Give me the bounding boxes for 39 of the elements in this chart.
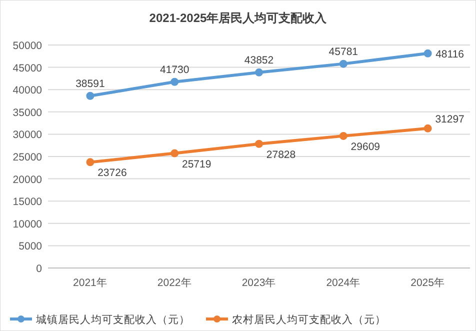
y-tick-label: 30000: [12, 129, 42, 142]
y-tick-label: 25000: [12, 152, 42, 164]
legend-label: 城镇居民人均可支配收入（元）: [35, 313, 190, 326]
y-tick-label: 35000: [12, 106, 42, 119]
y-tick-label: 5000: [18, 240, 42, 253]
point: [424, 124, 432, 132]
point: [86, 158, 94, 166]
data-label: 43852: [244, 54, 274, 66]
data-label: 38591: [76, 78, 105, 90]
data-label: 27828: [266, 148, 296, 161]
point: [170, 149, 179, 158]
legend-label: 农村居民人均可支配收入（元）: [232, 313, 386, 326]
y-tick-label: 0: [36, 263, 42, 275]
point: [339, 132, 348, 140]
point: [255, 68, 263, 76]
y-tick-label: 50000: [12, 40, 42, 52]
y-tick-label: 15000: [12, 196, 42, 208]
point: [170, 78, 179, 86]
chart-title: 2021-2025年居民人均可支配收入: [149, 11, 328, 25]
x-tick-label: 2025年: [410, 277, 445, 289]
data-label: 31297: [435, 113, 465, 126]
x-tick-label: 2021年: [73, 277, 108, 289]
data-label: 45781: [328, 46, 358, 58]
data-label: 41730: [160, 64, 190, 76]
y-tick-label: 45000: [12, 62, 42, 74]
point: [424, 49, 432, 58]
data-label: 23726: [98, 167, 127, 180]
point: [339, 60, 348, 68]
point: [86, 92, 94, 100]
x-tick-label: 2023年: [242, 277, 276, 289]
point: [255, 140, 263, 148]
y-tick-label: 10000: [12, 218, 42, 230]
data-label: 25719: [182, 158, 212, 170]
x-tick-label: 2022年: [157, 277, 192, 289]
y-tick-label: 20000: [12, 174, 42, 186]
y-tick-label: 40000: [12, 84, 42, 97]
data-label: 29609: [350, 140, 380, 153]
data-label: 48116: [436, 48, 464, 60]
x-tick-label: 2024年: [326, 277, 361, 289]
